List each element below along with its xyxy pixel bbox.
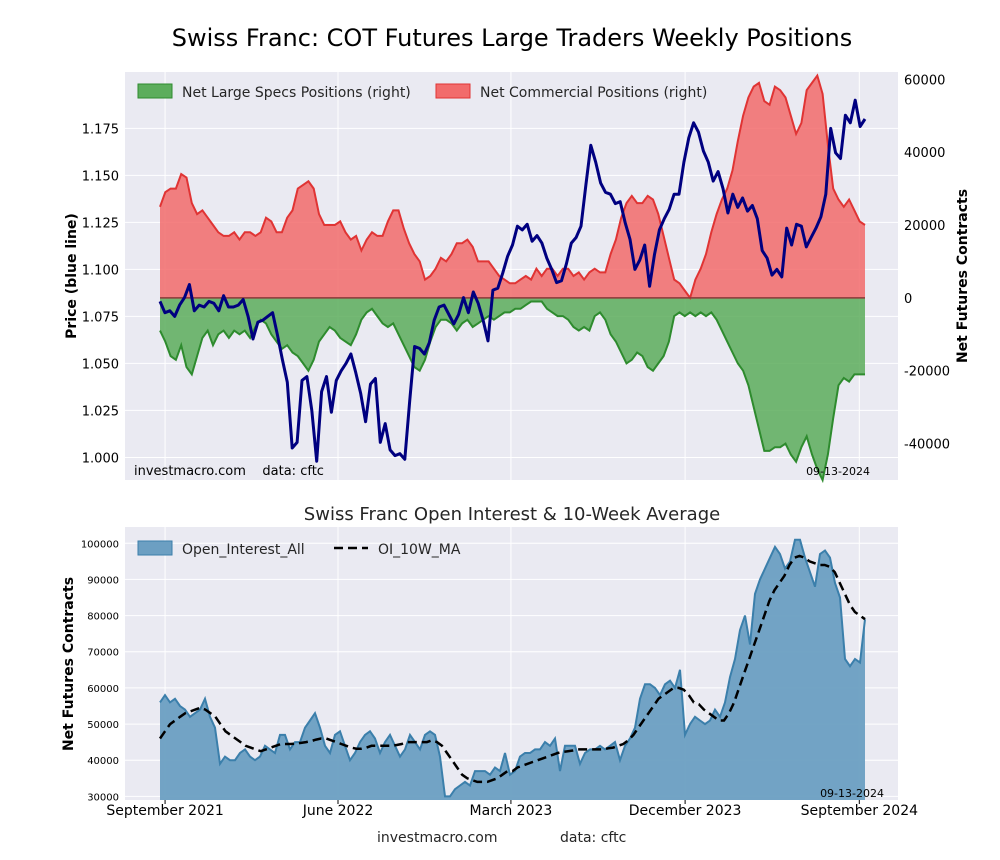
legend-label-specs: Net Large Specs Positions (right) (182, 85, 411, 101)
legend-label-open-interest: Open_Interest_All (182, 542, 305, 558)
positions-legend: Net Large Specs Positions (right) Net Co… (137, 83, 707, 101)
footer-site: investmacro.com (377, 830, 497, 846)
contracts-axis: -40000 -20000 0 20000 40000 60000 (904, 73, 950, 452)
price-axis-label: Price (blue line) (64, 213, 80, 339)
open-interest-tick-label: 50000 (87, 720, 119, 731)
contracts-tick-label: 60000 (904, 73, 945, 88)
open-interest-tick-label: 90000 (87, 575, 119, 586)
legend-label-commercial: Net Commercial Positions (right) (480, 85, 707, 101)
open-interest-legend: Open_Interest_All OI_10W_MA (137, 540, 461, 558)
price-tick-label: 1.100 (82, 263, 119, 278)
open-interest-tick-label: 30000 (87, 792, 119, 803)
open-interest-tick-label: 40000 (87, 756, 119, 767)
contracts-tick-label: 40000 (904, 146, 945, 161)
open-interest-axis: 30000 40000 50000 60000 70000 80000 90000 10000… (81, 539, 119, 803)
x-tick-label: June 2022 (302, 803, 374, 819)
x-tick-label: September 2021 (106, 803, 223, 819)
price-axis: 1.000 1.025 1.050 1.075 1.100 1.125 1.150 1.175 (82, 122, 119, 466)
x-tick-label: September 2024 (801, 803, 919, 819)
price-tick-label: 1.050 (82, 357, 119, 372)
price-tick-label: 1.075 (82, 310, 119, 325)
price-line (158, 98, 867, 463)
contracts-tick-label: 0 (904, 292, 912, 307)
figure-title: Swiss Franc: COT Futures Large Traders W… (172, 24, 852, 52)
specs-line (159, 300, 865, 484)
ma-line (158, 554, 866, 784)
contracts-tick-label: -20000 (904, 365, 950, 380)
date-axis: September 2021 June 2022 March 2023 Decembe… (106, 800, 918, 819)
footer-data: data: cftc (560, 830, 626, 846)
commercial-area (160, 75, 865, 298)
contracts-axis-label: Net Futures Contracts (955, 189, 971, 363)
open-interest-tick-label: 100000 (81, 539, 119, 550)
legend-label-ma: OI_10W_MA (378, 542, 461, 558)
price-tick-label: 1.125 (82, 216, 119, 231)
specs-area (160, 297, 865, 480)
open-interest-chart: 30000 40000 50000 60000 70000 80000 90000 10000… (61, 527, 918, 819)
legend-swatch-commercial (435, 83, 471, 99)
contracts-tick-label: -40000 (904, 438, 950, 453)
legend-swatch-specs (137, 83, 173, 99)
date-label-bottom: 09-13-2024 (820, 787, 884, 800)
price-tick-label: 1.150 (82, 169, 119, 184)
open-interest-tick-label: 80000 (87, 612, 119, 623)
legend-swatch-open-interest (137, 540, 173, 556)
open-interest-tick-label: 60000 (87, 684, 119, 695)
positions-chart: 1.000 1.025 1.050 1.075 1.100 1.125 1.150 1.175… (64, 72, 971, 484)
contracts-tick-label: 20000 (904, 219, 945, 234)
price-tick-label: 1.025 (82, 404, 119, 419)
open-interest-tick-label: 70000 (87, 648, 119, 659)
date-label-top: 09-13-2024 (806, 465, 870, 478)
price-tick-label: 1.000 (82, 451, 119, 466)
price-tick-label: 1.175 (82, 122, 119, 137)
source-note: investmacro.com data: cftc (134, 464, 324, 479)
open-interest-title: Swiss Franc Open Interest & 10-Week Aver… (304, 504, 720, 525)
commercial-line (159, 73, 866, 301)
x-tick-label: December 2023 (629, 803, 742, 819)
open-interest-axis-label: Net Futures Contracts (61, 577, 77, 751)
x-tick-label: March 2023 (470, 803, 553, 819)
